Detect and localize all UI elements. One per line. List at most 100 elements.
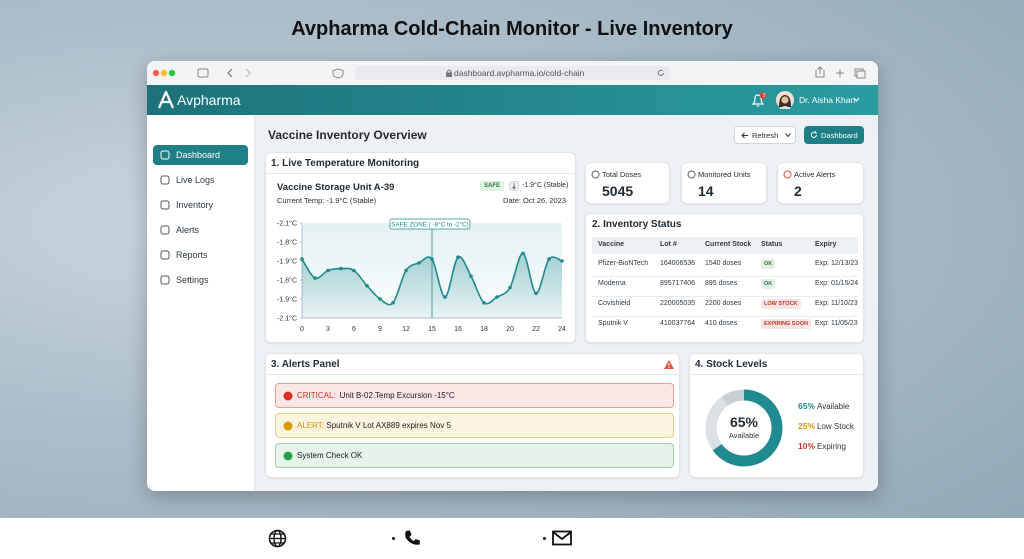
browser-toolbar: dashboard.avpharma.io/cold-chain (147, 61, 878, 86)
point (560, 259, 564, 263)
nav-item[interactable]: Live Logs (153, 170, 248, 190)
table-cell: Exp: 01/15/24 (815, 280, 859, 287)
panel-title: 1. Live Temperature Monitoring (271, 158, 420, 169)
url-text: dashboard.avpharma.io/cold-chain (454, 68, 585, 78)
alert-text: Unit B-02 Temp Excursion -15°C (339, 391, 455, 400)
user-caret (853, 97, 860, 102)
toolbar-icons (152, 66, 866, 79)
lock-icon (446, 69, 452, 77)
nav-icon (160, 275, 170, 285)
nav-label: Dashboard (176, 150, 221, 160)
alert-text: System Check OK (297, 451, 363, 460)
brand-logo (157, 90, 175, 109)
stat-card: Monitored Units 14 (681, 162, 767, 204)
nav-item[interactable]: Alerts (153, 220, 248, 240)
legend-value: 65% (798, 401, 815, 411)
nav-icon (160, 225, 170, 235)
alert-item[interactable]: CRITICAL: Unit B-02 Temp Excursion -15°C (275, 383, 674, 408)
point (495, 295, 499, 299)
donut-center-label: Available (729, 431, 759, 440)
donut-center-value: 65% (730, 414, 759, 430)
y-tick-label: -2.1°C (277, 315, 297, 323)
point (326, 268, 330, 273)
donut-segment (705, 389, 783, 467)
x-tick-label: 6 (352, 326, 356, 333)
temperature-panel: 1. Live Temperature Monitoring Vaccine S… (265, 152, 577, 343)
table-cell: 895 doses (705, 280, 738, 287)
table-header: Expiry (815, 241, 837, 248)
current-temp: Current Temp: -1.9°C (Stable) (277, 196, 377, 205)
stock-panel: 4. Stock Levels 65% Available 25% Low Stock… (689, 353, 865, 478)
row-divider (592, 296, 858, 297)
refresh-button[interactable]: Refresh (734, 126, 796, 144)
user-name[interactable]: Dr. Aisha Khan (799, 95, 856, 105)
nav-item[interactable]: Reports (153, 245, 248, 265)
temperature-chart: -2.1°C-1.9°C-1.8°C-1.9°C-1.8°C-2.1°C0 3 6 9… (277, 218, 566, 333)
table-header: Lot # (660, 241, 677, 248)
table-cell: 895717406 (660, 280, 696, 287)
temp-reading: -1.9°C (Stable) (522, 182, 569, 189)
nav-icon (160, 175, 170, 185)
x-tick-label: 15 (428, 326, 436, 333)
table-cell: Moderna (598, 280, 626, 287)
point (443, 295, 447, 299)
panel-title: 4. Stock Levels (695, 359, 768, 370)
table-cell: Pfizer-BioNTech (598, 260, 649, 267)
legend-label: Low Stock (817, 422, 855, 431)
page-title: Avpharma Cold-Chain Monitor - Live Inven… (291, 18, 733, 40)
status-badge: LOW STOCK (761, 299, 801, 309)
app-header: Avpharma 3 Dr. Aisha Khan (147, 85, 878, 115)
annotation: SAFE ZONE ( -8°C to -2°C) (391, 220, 468, 228)
stat-label: Active Alerts (794, 170, 836, 179)
nav-label: Inventory (176, 200, 214, 210)
nav-item[interactable]: Dashboard (153, 145, 248, 165)
x-tick-label: 18 (480, 326, 488, 333)
table-cell: 220005035 (660, 300, 696, 307)
icon-shape (783, 170, 792, 179)
legend-label: Available (817, 402, 850, 411)
donut-segment (705, 389, 783, 467)
nav-icon (160, 150, 170, 160)
table-header: Current Stock (705, 241, 752, 248)
button-label: Refresh (752, 131, 779, 140)
icon-shape (283, 451, 293, 461)
point (404, 268, 408, 273)
url-bar[interactable]: dashboard.avpharma.io/cold-chain (355, 66, 670, 80)
icon-shape (160, 250, 170, 260)
alert-icon (283, 421, 293, 431)
alert-icon (283, 391, 293, 401)
nav-label: Alerts (176, 225, 200, 235)
nav-label: Reports (176, 250, 208, 260)
icon-shape (160, 175, 170, 185)
dashboard-button[interactable]: Dashboard (804, 126, 864, 144)
button-label: Dashboard (821, 130, 858, 140)
separator (543, 537, 546, 540)
main-area: Vaccine Inventory Overview Refresh Dashb… (255, 115, 878, 491)
stat-icon (687, 170, 696, 179)
alert-item[interactable]: ALERT: Sputnik V Lot AX889 expires Nov 5 (275, 413, 674, 438)
thermo-icon (509, 181, 519, 191)
divider (266, 374, 681, 375)
notification-bell[interactable] (750, 92, 768, 108)
panel-title: 3. Alerts Panel (271, 359, 340, 370)
table-cell: 164006536 (660, 260, 696, 267)
stat-value: 2 (794, 183, 802, 199)
status-badge: SAFE (480, 181, 505, 191)
sidebar: Dashboard Live Logs Inventory Alerts Reports… (147, 115, 255, 491)
x-tick-label: 12 (402, 326, 410, 333)
nav-item[interactable]: Inventory (153, 195, 248, 215)
legend-value: 25% (798, 421, 815, 431)
point (430, 257, 434, 261)
user-avatar[interactable] (776, 91, 794, 109)
x-tick-label: 24 (558, 326, 566, 333)
alert-item[interactable]: System Check OK (275, 443, 674, 468)
nav-icon (160, 250, 170, 260)
refresh-icon (741, 132, 748, 139)
alert-label: ALERT: (297, 421, 324, 430)
point (391, 301, 395, 305)
point (469, 274, 473, 278)
divider (690, 374, 865, 375)
nav-item[interactable]: Settings (153, 270, 248, 290)
stat-icon (591, 170, 600, 179)
